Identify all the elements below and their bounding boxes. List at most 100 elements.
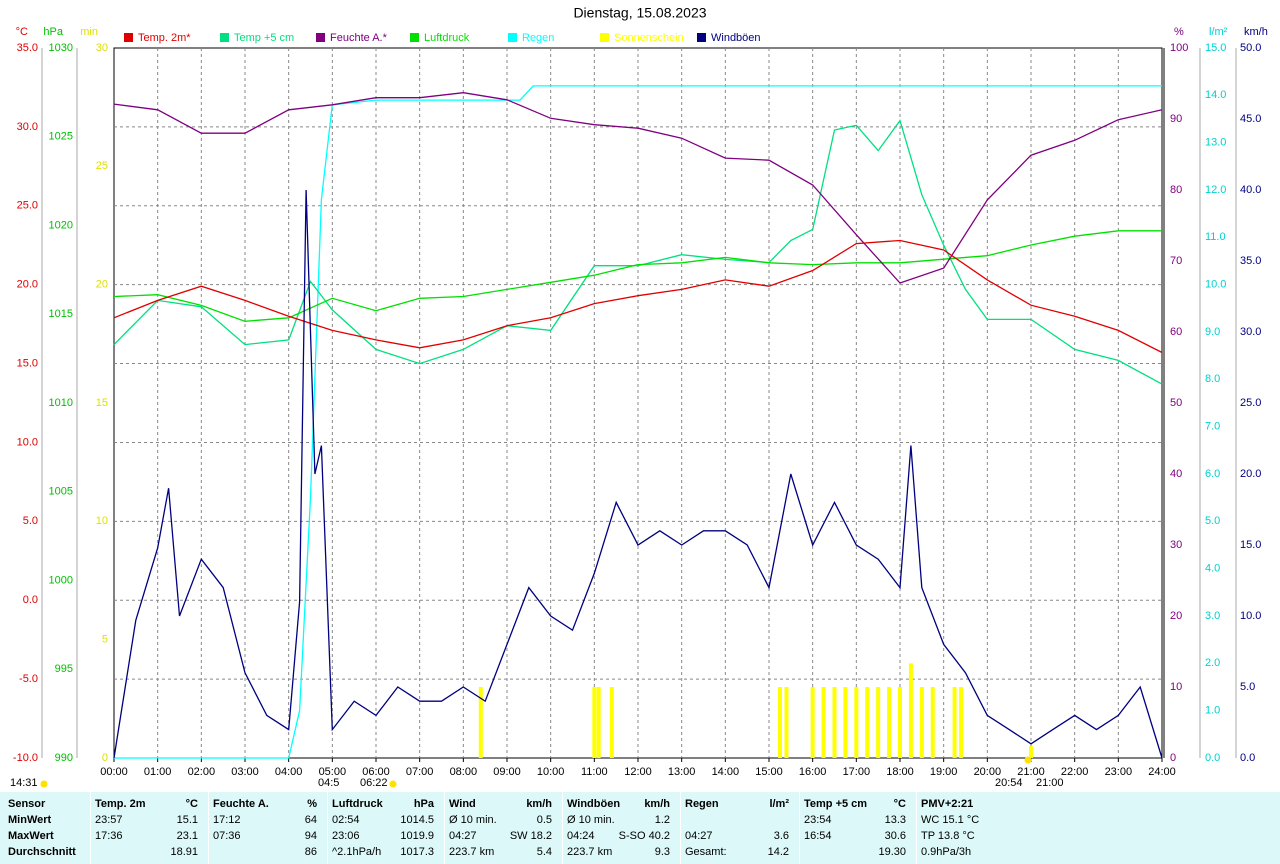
sun-time: 04:5	[318, 777, 339, 789]
y-tick-label: 12.0	[1205, 184, 1226, 196]
y-tick-label: 0	[102, 752, 108, 764]
sun-bar	[609, 687, 614, 758]
series-line	[113, 92, 1163, 284]
x-tick-label: 24:00	[1148, 766, 1176, 778]
header-unit: km/h	[644, 798, 670, 810]
x-tick-label: 12:00	[624, 766, 652, 778]
header-unit: km/h	[526, 798, 552, 810]
y-tick-label: 0	[1170, 752, 1176, 764]
y-tick-label: 11.0	[1205, 231, 1226, 243]
cell-value: S-SO 40.2	[618, 830, 670, 842]
cell-value: 64	[304, 814, 317, 826]
x-tick-label: 04:00	[275, 766, 303, 778]
y-tick-label: 40	[1170, 468, 1182, 480]
axis-unit: km/h	[1244, 26, 1268, 38]
y-tick-label: 1015	[49, 308, 73, 320]
cell-text: 223.7 km	[567, 846, 613, 858]
x-tick-label: 16:00	[799, 766, 827, 778]
x-tick-label: 21:00	[1017, 766, 1045, 778]
sun-icon	[389, 780, 397, 788]
cell-value: 1019.9	[400, 830, 434, 842]
separator	[90, 792, 91, 864]
cell-text: 02:54	[332, 814, 360, 826]
cell-value: 15.1	[176, 814, 198, 826]
axis-unit: min	[80, 26, 98, 38]
cell-text: WC 15.1 °C	[921, 814, 980, 826]
y-tick-label: 10.0	[17, 436, 38, 448]
y-tick-label: 3.0	[1205, 610, 1220, 622]
x-tick-label: 00:00	[100, 766, 128, 778]
sun-bar	[596, 687, 601, 758]
cell-value: SW 18.2	[509, 830, 552, 842]
legend-label: Sonnenschein	[614, 32, 684, 44]
row-label: MaxWert	[8, 830, 54, 842]
y-tick-label: 35.0	[17, 42, 38, 54]
y-tick-label: 5.0	[1205, 515, 1220, 527]
row-label: Durchschnitt	[8, 846, 76, 858]
y-tick-label: 1010	[49, 397, 73, 409]
cell-text: 17:36	[95, 830, 123, 842]
legend-swatch	[697, 33, 706, 42]
x-tick-label: 01:00	[144, 766, 172, 778]
y-tick-label: 13.0	[1205, 137, 1226, 149]
cell-text: 23:06	[332, 830, 360, 842]
sun-time: 21:00	[1036, 777, 1064, 789]
x-tick-label: 03:00	[231, 766, 259, 778]
sun-bar	[784, 687, 789, 758]
cell-value: 1017.3	[400, 846, 434, 858]
cell-value: 19.30	[878, 846, 906, 858]
cell-value: 18.91	[170, 846, 198, 858]
y-tick-label: -5.0	[19, 673, 38, 685]
y-tick-label: 45.0	[1240, 113, 1261, 125]
series-line	[113, 239, 1163, 354]
x-tick-label: 14:00	[712, 766, 740, 778]
separator	[208, 792, 209, 864]
y-tick-label: 30	[96, 42, 108, 54]
header-cell: Luftdruck	[332, 798, 383, 810]
cell-text: 0.9hPa/3h	[921, 846, 972, 858]
series-line	[114, 85, 1162, 759]
sun-bar	[777, 687, 782, 758]
cell-value: 0.5	[536, 814, 552, 826]
legend-label: Regen	[522, 32, 554, 44]
legend-label: Windböen	[711, 32, 761, 44]
cell-text: 23:57	[95, 814, 123, 826]
legend-swatch	[124, 33, 133, 42]
y-tick-label: 25.0	[17, 200, 38, 212]
cell-text: 04:27	[685, 830, 713, 842]
y-tick-label: 20.0	[17, 279, 38, 291]
sun-bar	[919, 687, 924, 758]
y-tick-label: 15	[96, 397, 108, 409]
y-tick-label: 0.0	[1240, 752, 1255, 764]
legend-label: Temp. 2m*	[138, 32, 191, 44]
y-tick-label: 1025	[49, 131, 73, 143]
separator	[799, 792, 800, 864]
x-tick-label: 10:00	[537, 766, 565, 778]
y-tick-label: 990	[55, 752, 73, 764]
sun-icon	[40, 780, 48, 788]
sun-bar	[1029, 746, 1033, 758]
legend-swatch	[316, 33, 325, 42]
series-line	[113, 119, 1163, 385]
cell-text: 16:54	[804, 830, 832, 842]
x-tick-label: 17:00	[843, 766, 871, 778]
y-tick-label: 50.0	[1240, 42, 1261, 54]
y-tick-label: 20	[96, 279, 108, 291]
separator	[680, 792, 681, 864]
header-unit: %	[307, 798, 317, 810]
y-tick-label: 10.0	[1205, 279, 1226, 291]
sun-bar	[832, 687, 837, 758]
y-tick-label: 4.0	[1205, 563, 1220, 575]
header-cell: Windböen	[567, 798, 621, 810]
y-tick-label: 5	[102, 634, 108, 646]
header-cell: Wind	[449, 798, 476, 810]
cell-text: Gesamt:	[685, 846, 727, 858]
x-tick-label: 11:00	[581, 766, 608, 778]
y-tick-label: 30.0	[17, 121, 38, 133]
y-tick-label: 100	[1170, 42, 1188, 54]
y-tick-label: 1005	[49, 486, 73, 498]
sun-bar	[854, 687, 859, 758]
cell-text: ^2.1hPa/h	[332, 846, 382, 858]
y-tick-label: -10.0	[13, 752, 38, 764]
